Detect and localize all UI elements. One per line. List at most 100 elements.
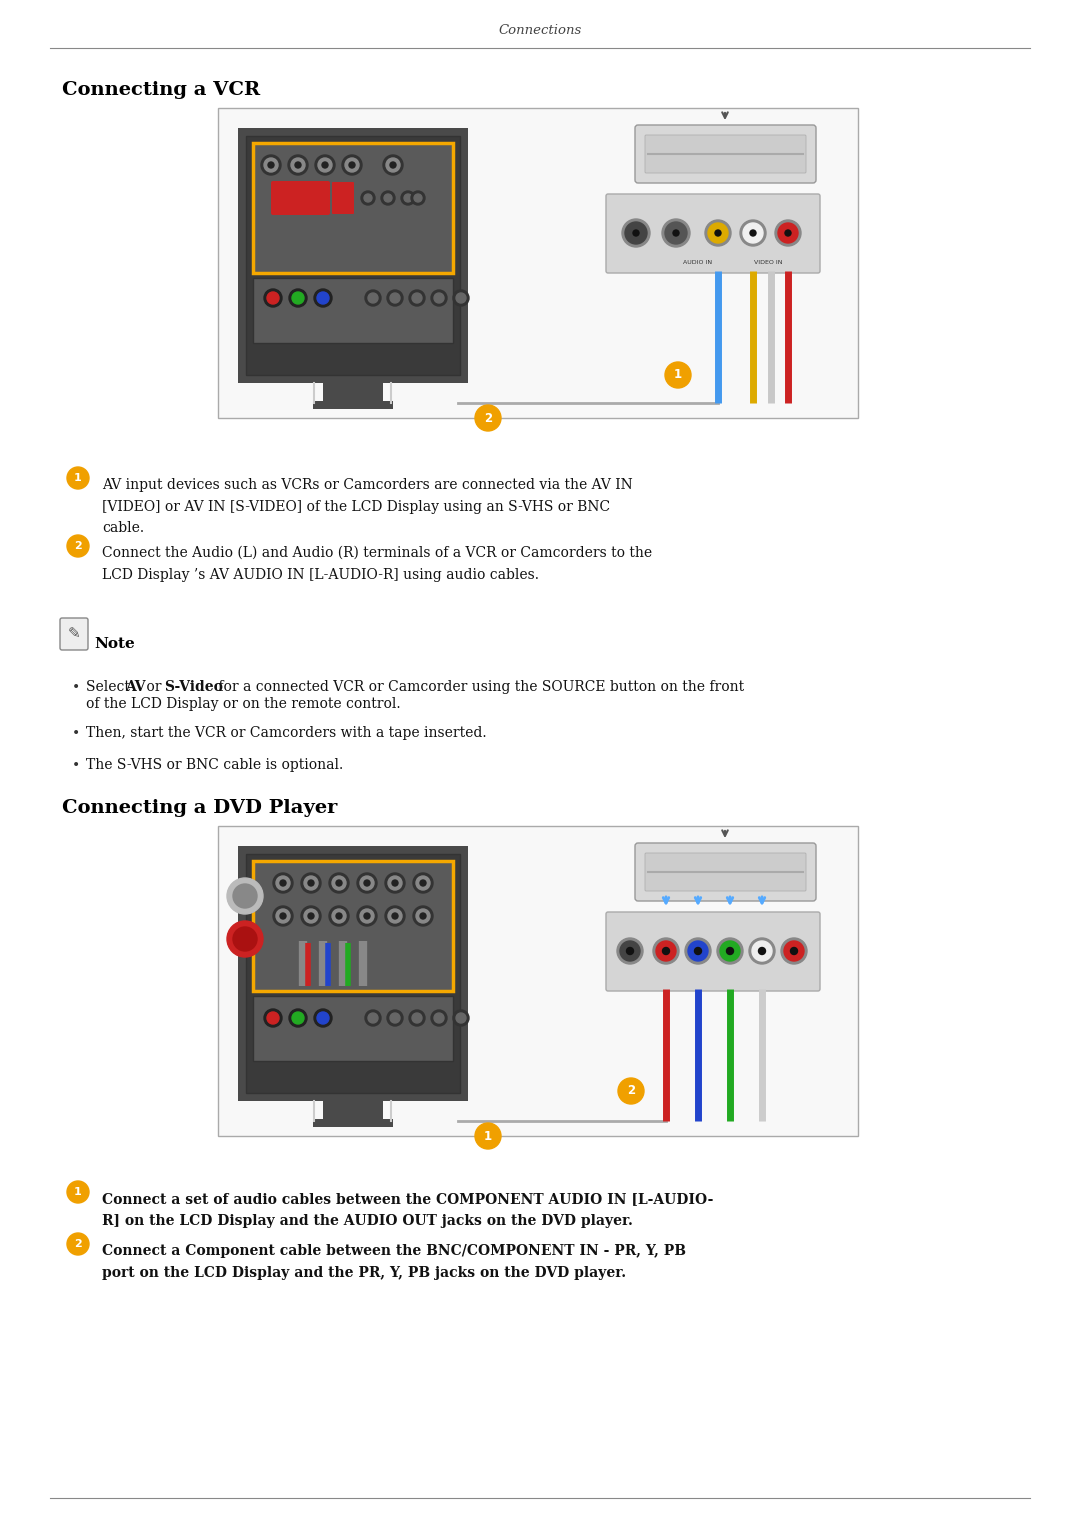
- FancyBboxPatch shape: [645, 134, 806, 173]
- Circle shape: [416, 876, 430, 890]
- Circle shape: [368, 293, 378, 302]
- Circle shape: [357, 906, 377, 925]
- Circle shape: [409, 290, 426, 305]
- Circle shape: [303, 876, 318, 890]
- Circle shape: [332, 876, 346, 890]
- Circle shape: [784, 941, 804, 960]
- Circle shape: [264, 289, 282, 307]
- Circle shape: [314, 289, 332, 307]
- Circle shape: [715, 231, 721, 237]
- Circle shape: [329, 873, 349, 893]
- Circle shape: [390, 162, 396, 168]
- Circle shape: [420, 913, 426, 919]
- Circle shape: [381, 191, 395, 205]
- Circle shape: [390, 1012, 400, 1023]
- Circle shape: [268, 162, 274, 168]
- Text: The S-VHS or BNC cable is optional.: The S-VHS or BNC cable is optional.: [86, 757, 343, 773]
- Circle shape: [662, 947, 670, 954]
- Circle shape: [743, 223, 762, 243]
- Circle shape: [357, 873, 377, 893]
- Text: 2: 2: [75, 1238, 82, 1249]
- FancyBboxPatch shape: [606, 912, 820, 991]
- Circle shape: [292, 292, 303, 304]
- Circle shape: [383, 156, 403, 176]
- Circle shape: [388, 909, 402, 922]
- Circle shape: [705, 220, 731, 246]
- Text: •: •: [72, 680, 80, 693]
- Circle shape: [273, 906, 293, 925]
- Circle shape: [685, 938, 711, 964]
- Circle shape: [420, 880, 426, 886]
- Circle shape: [264, 157, 278, 173]
- Circle shape: [233, 884, 257, 909]
- Text: AV: AV: [125, 680, 146, 693]
- Circle shape: [434, 293, 444, 302]
- Circle shape: [342, 156, 362, 176]
- Circle shape: [67, 1232, 89, 1255]
- Circle shape: [308, 913, 314, 919]
- Text: Select: Select: [86, 680, 134, 693]
- Text: AV input devices such as VCRs or Camcorders are connected via the AV IN
[VIDEO] : AV input devices such as VCRs or Camcord…: [102, 478, 633, 536]
- Circle shape: [276, 876, 291, 890]
- Circle shape: [409, 1009, 426, 1026]
- Circle shape: [414, 194, 422, 202]
- Circle shape: [758, 947, 766, 954]
- Circle shape: [368, 1012, 378, 1023]
- Circle shape: [360, 909, 374, 922]
- Circle shape: [775, 220, 801, 246]
- Circle shape: [453, 1009, 469, 1026]
- Circle shape: [656, 941, 676, 960]
- Circle shape: [349, 162, 355, 168]
- Circle shape: [431, 290, 447, 305]
- Circle shape: [318, 157, 332, 173]
- FancyBboxPatch shape: [635, 125, 816, 183]
- Circle shape: [318, 292, 329, 304]
- Circle shape: [665, 221, 687, 244]
- Circle shape: [332, 909, 346, 922]
- Circle shape: [384, 906, 405, 925]
- Circle shape: [67, 1180, 89, 1203]
- Circle shape: [404, 194, 411, 202]
- Text: Connect a Component cable between the BNC/COMPONENT IN - PR, Y, PB
port on the L: Connect a Component cable between the BN…: [102, 1245, 686, 1280]
- Text: Connecting a DVD Player: Connecting a DVD Player: [62, 799, 337, 817]
- Circle shape: [388, 876, 402, 890]
- Circle shape: [665, 362, 691, 388]
- Circle shape: [727, 947, 733, 954]
- Circle shape: [390, 293, 400, 302]
- Circle shape: [475, 1122, 501, 1148]
- Circle shape: [750, 938, 775, 964]
- Text: Connecting a VCR: Connecting a VCR: [62, 81, 260, 99]
- Circle shape: [365, 290, 381, 305]
- FancyBboxPatch shape: [606, 194, 820, 273]
- FancyBboxPatch shape: [60, 618, 87, 651]
- Circle shape: [261, 156, 281, 176]
- Circle shape: [416, 909, 430, 922]
- Text: Connections: Connections: [498, 23, 582, 37]
- Circle shape: [314, 1009, 332, 1028]
- Circle shape: [475, 405, 501, 431]
- Circle shape: [336, 913, 342, 919]
- Text: VIDEO IN: VIDEO IN: [754, 261, 782, 266]
- Circle shape: [620, 941, 640, 960]
- Circle shape: [318, 1012, 329, 1025]
- Circle shape: [662, 218, 690, 247]
- Circle shape: [617, 938, 643, 964]
- Circle shape: [392, 880, 399, 886]
- Text: 1: 1: [674, 368, 683, 382]
- Circle shape: [785, 231, 791, 237]
- Circle shape: [289, 1009, 307, 1028]
- Circle shape: [364, 913, 370, 919]
- Circle shape: [301, 873, 321, 893]
- Circle shape: [778, 223, 798, 243]
- Circle shape: [626, 947, 634, 954]
- Text: AUDIO IN: AUDIO IN: [684, 261, 713, 266]
- FancyBboxPatch shape: [323, 383, 383, 402]
- Circle shape: [292, 1012, 303, 1025]
- Text: 1: 1: [75, 473, 82, 483]
- Circle shape: [267, 292, 279, 304]
- Circle shape: [740, 220, 766, 246]
- FancyBboxPatch shape: [218, 826, 858, 1136]
- Circle shape: [308, 880, 314, 886]
- Circle shape: [622, 218, 650, 247]
- FancyBboxPatch shape: [635, 843, 816, 901]
